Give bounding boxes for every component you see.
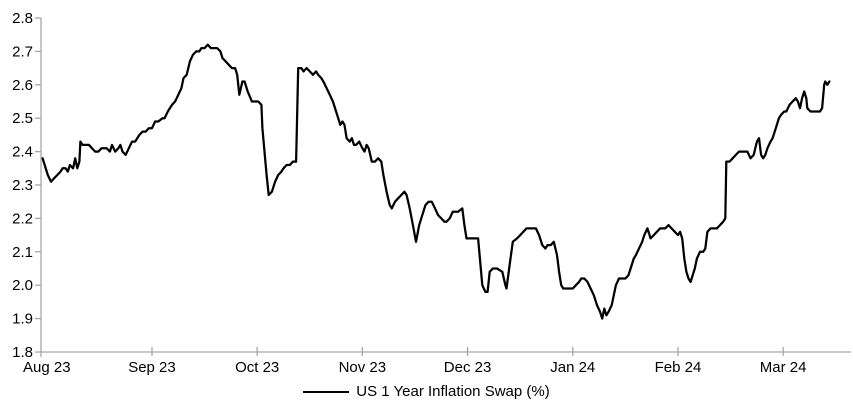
x-axis-label: Sep 23: [128, 359, 176, 376]
x-axis-label: Aug 23: [23, 359, 71, 376]
y-axis-label: 2.5: [12, 110, 33, 127]
y-axis-label: 2.8: [12, 10, 33, 27]
y-axis-label: 1.8: [12, 344, 33, 361]
y-axis-label: 2.3: [12, 177, 33, 194]
x-axis-label: Nov 23: [339, 359, 387, 376]
y-axis-label: 1.9: [12, 311, 33, 328]
series-line: [41, 43, 831, 320]
y-axis-label: 2.0: [12, 277, 33, 294]
x-axis-label: Dec 23: [444, 359, 492, 376]
y-axis-label: 2.1: [12, 244, 33, 261]
y-axis-label: 2.6: [12, 77, 33, 94]
y-axis-label: 2.2: [12, 210, 33, 227]
x-axis-label: Mar 24: [760, 359, 807, 376]
x-axis-label: Jan 24: [550, 359, 595, 376]
x-axis-label: Oct 23: [235, 359, 279, 376]
y-axis-label: 2.7: [12, 43, 33, 60]
x-axis-label: Feb 24: [655, 359, 702, 376]
y-axis-label: 2.4: [12, 144, 33, 161]
